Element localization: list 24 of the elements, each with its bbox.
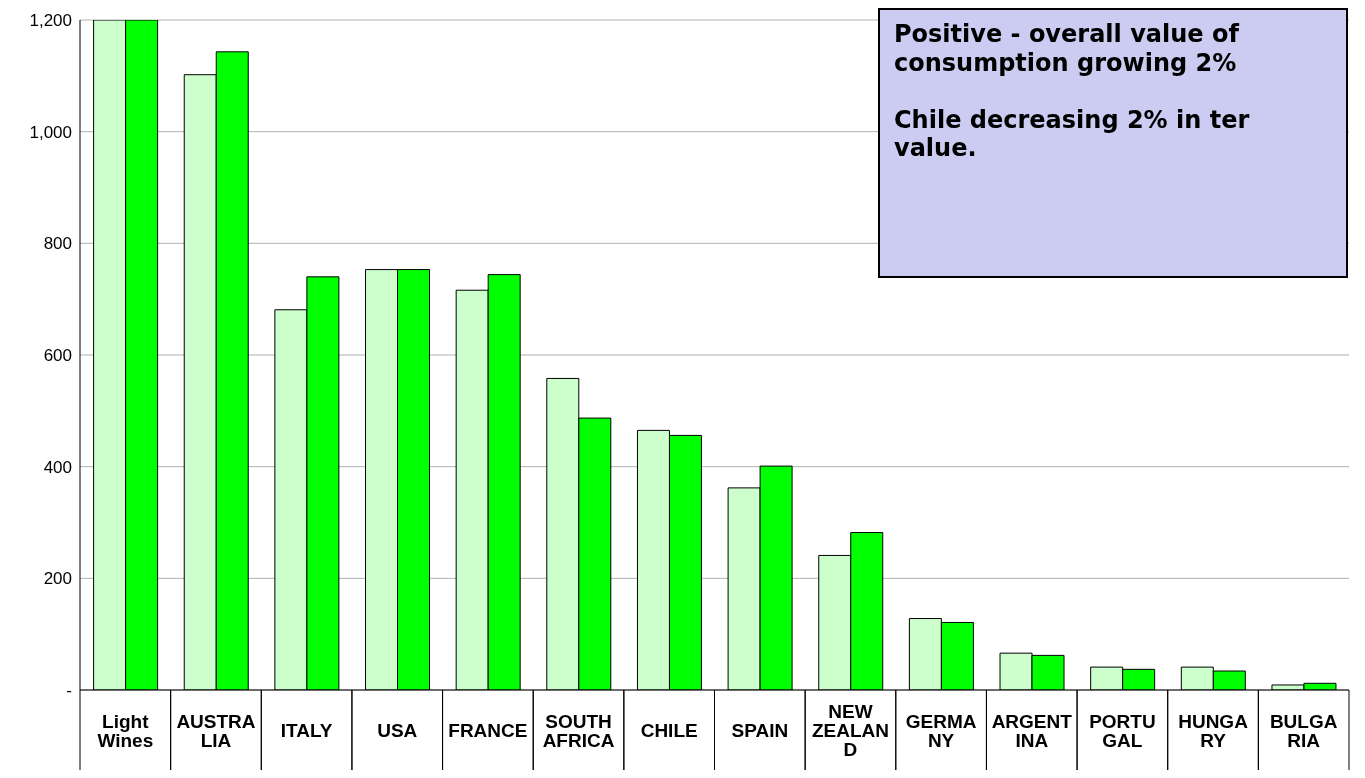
x-tick-label: ITALY: [280, 720, 333, 742]
x-tick-label: CHILE: [640, 720, 698, 742]
x-tick-label: BULGA RIA: [1269, 710, 1338, 751]
x-tick-label: AUSTRA LIA: [176, 710, 256, 751]
x-tick-label: SPAIN: [731, 720, 789, 742]
x-tick-label: NEW ZEALAN D: [811, 701, 889, 761]
y-tick-label: 600: [43, 346, 72, 366]
y-tick-label: 800: [43, 234, 72, 254]
x-tick-label: ARGENT INA: [991, 710, 1073, 751]
x-tick-label: USA: [377, 720, 418, 742]
x-tick-label: SOUTH AFRICA: [542, 710, 615, 751]
y-tick-label: 200: [43, 569, 72, 589]
annotation: Positive - overall value of consumption growing 2%: [894, 20, 1241, 78]
x-tick-label: FRANCE: [448, 720, 528, 742]
x-tick-label: GERMA NY: [905, 710, 977, 751]
annotation: Chile decreasing 2% in ter value.: [894, 105, 1251, 164]
y-tick-label: 1,200: [29, 11, 72, 31]
note-box: Positive - overall value of consumption growing 2% Chile decreasing 2% in ter value.: [878, 8, 1348, 278]
x-tick-label: Light Wines: [97, 710, 154, 751]
x-tick-label: HUNGA RY: [1178, 710, 1249, 751]
y-tick-label: 1,000: [29, 122, 72, 142]
y-tick-label: 400: [43, 457, 72, 477]
x-tick-label: PORTU GAL: [1089, 710, 1156, 751]
y-tick-label: -: [66, 681, 72, 701]
